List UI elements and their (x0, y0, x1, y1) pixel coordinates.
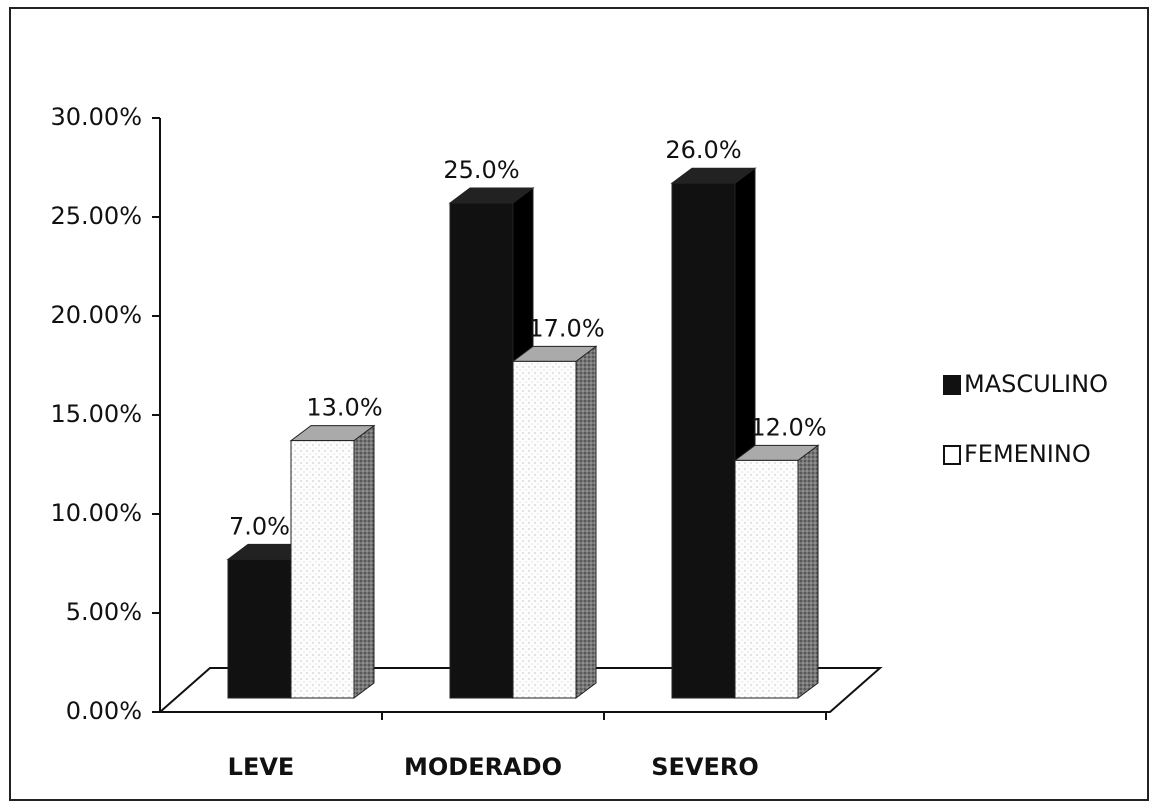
bar (733, 444, 820, 699)
bar-face (575, 345, 597, 699)
bar (511, 345, 598, 699)
value-label: 25.0% (443, 156, 519, 184)
value-label: 13.0% (306, 394, 382, 422)
bar-face (512, 360, 577, 699)
bar-face (734, 459, 799, 699)
y-tick-label: 15.00% (50, 400, 142, 428)
x-tick-label: SEVERO (651, 753, 759, 781)
x-tick-label: MODERADO (404, 753, 562, 781)
bar-face (353, 424, 375, 699)
value-label: 7.0% (229, 512, 290, 540)
y-tick-label: 5.00% (66, 598, 142, 626)
legend-label: FEMENINO (964, 440, 1091, 468)
value-label: 12.0% (750, 413, 826, 441)
bar-face (797, 444, 819, 699)
y-tick-label: 25.00% (50, 202, 142, 230)
legend-swatch (943, 445, 961, 465)
bar-face (290, 440, 355, 699)
bar-face (227, 558, 292, 699)
bar (670, 167, 757, 699)
y-tick-label: 0.00% (66, 697, 142, 725)
y-tick-label: 10.00% (50, 499, 142, 527)
x-tick-label: LEVE (228, 753, 295, 781)
value-label: 26.0% (665, 136, 741, 164)
y-tick-label: 30.00% (50, 103, 142, 131)
bar-face (671, 182, 736, 699)
bar-face (449, 202, 514, 699)
y-tick-label: 20.00% (50, 301, 142, 329)
value-label: 17.0% (528, 314, 604, 342)
frame (9, 7, 1149, 801)
legend-swatch (943, 375, 961, 395)
bar (289, 424, 376, 699)
legend-label: MASCULINO (964, 370, 1108, 398)
